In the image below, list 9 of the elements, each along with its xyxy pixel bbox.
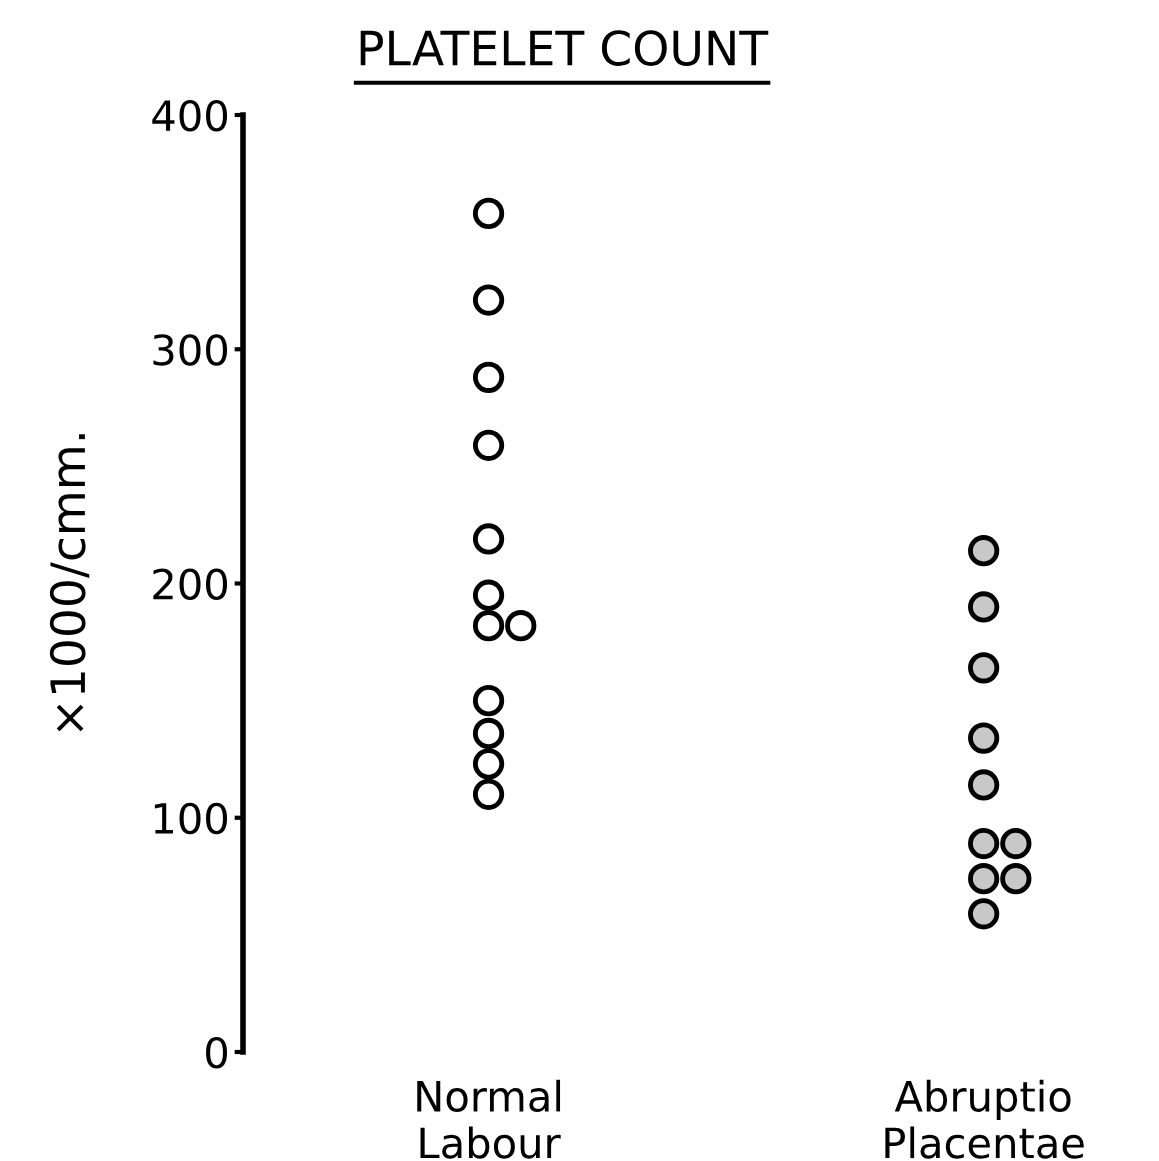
y-tick-label: 100 [154,802,228,835]
y-tick-label: 400 [152,99,228,132]
x-tick-label: Abruptio Placentae [885,1079,1084,1159]
y-tick-label: 0 [206,1036,228,1069]
y-tick-label: 300 [153,334,228,366]
y-axis-title: ×1000/cmm. [49,434,90,732]
chart-title: PLATELET COUNT [360,30,769,66]
y-tick-label: 200 [153,568,228,600]
x-tick-label: Normal Labour [417,1079,561,1159]
